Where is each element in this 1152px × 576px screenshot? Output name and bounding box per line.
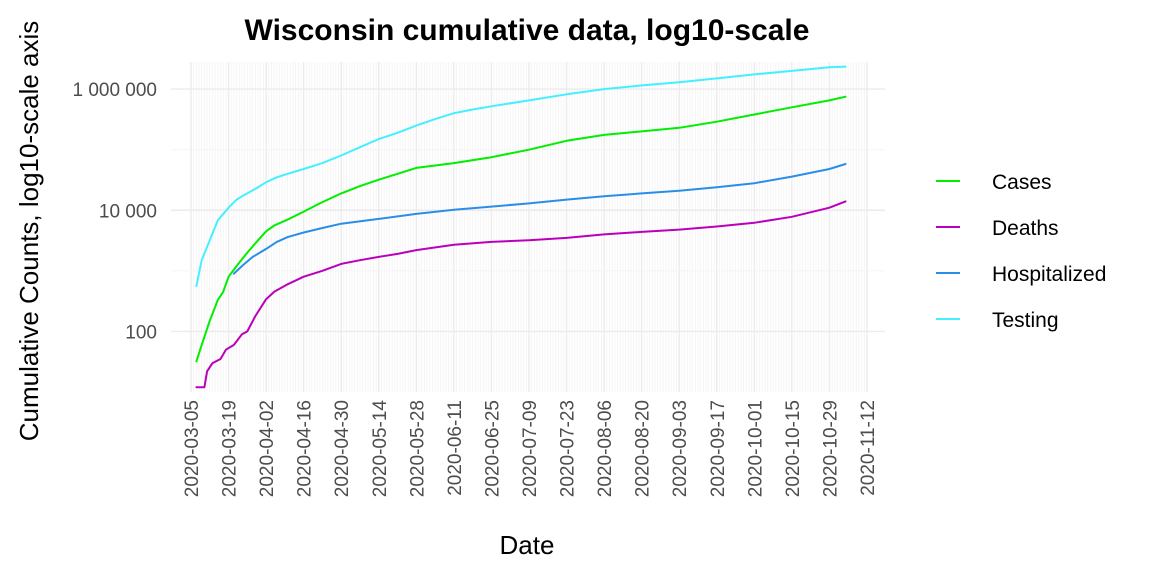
x-tick-label: 2020-10-29	[820, 400, 841, 497]
x-tick-label: 2020-06-25	[482, 400, 503, 497]
x-axis-title: Date	[500, 530, 555, 560]
legend: Cases Deaths Hospitalized Testing	[936, 171, 1106, 332]
y-tick-label: 100	[125, 322, 157, 343]
x-tick-label: 2020-05-28	[407, 400, 428, 497]
x-tick-label: 2020-06-11	[445, 400, 466, 496]
x-tick-label: 2020-08-20	[633, 400, 654, 497]
series-line-cases	[195, 95, 847, 363]
x-tick-label: 2020-10-15	[783, 400, 804, 497]
grid	[171, 62, 885, 392]
series-lines	[195, 65, 847, 389]
x-tick-label: 2020-11-12	[858, 400, 879, 496]
series-line-hospitalized	[232, 163, 847, 275]
x-tick-label: 2020-03-19	[220, 400, 241, 497]
y-tick-label: 1 000 000	[72, 80, 157, 101]
x-tick-label: 2020-05-14	[370, 400, 391, 498]
x-tick-label: 2020-04-16	[295, 400, 316, 497]
x-tick-label: 2020-09-03	[670, 400, 691, 497]
y-tick-label: 10 000	[99, 201, 157, 222]
legend-label-deaths: Deaths	[992, 217, 1059, 240]
x-tick-label: 2020-07-09	[520, 400, 541, 497]
y-axis-title: Cumulative Counts, log10-scale axis	[14, 21, 44, 442]
y-axis-ticks: 100 10 000 1 000 000	[72, 80, 157, 343]
x-tick-label: 2020-03-05	[182, 400, 203, 497]
legend-label-testing: Testing	[992, 309, 1059, 332]
series-line-testing	[195, 65, 847, 288]
x-tick-label: 2020-10-01	[745, 400, 766, 497]
chart-title: Wisconsin cumulative data, log10-scale	[245, 14, 810, 47]
x-tick-label: 2020-04-02	[257, 400, 278, 497]
legend-label-hospitalized: Hospitalized	[992, 263, 1106, 286]
x-tick-label: 2020-07-23	[558, 400, 579, 497]
x-axis-ticks: 2020-03-05 2020-03-19 2020-04-02 2020-04-16…	[182, 400, 879, 498]
x-tick-label: 2020-09-17	[708, 400, 729, 497]
legend-label-cases: Cases	[992, 171, 1052, 194]
x-tick-label: 2020-04-30	[332, 400, 353, 497]
series-line-deaths	[195, 200, 847, 389]
x-tick-label: 2020-08-06	[595, 400, 616, 497]
